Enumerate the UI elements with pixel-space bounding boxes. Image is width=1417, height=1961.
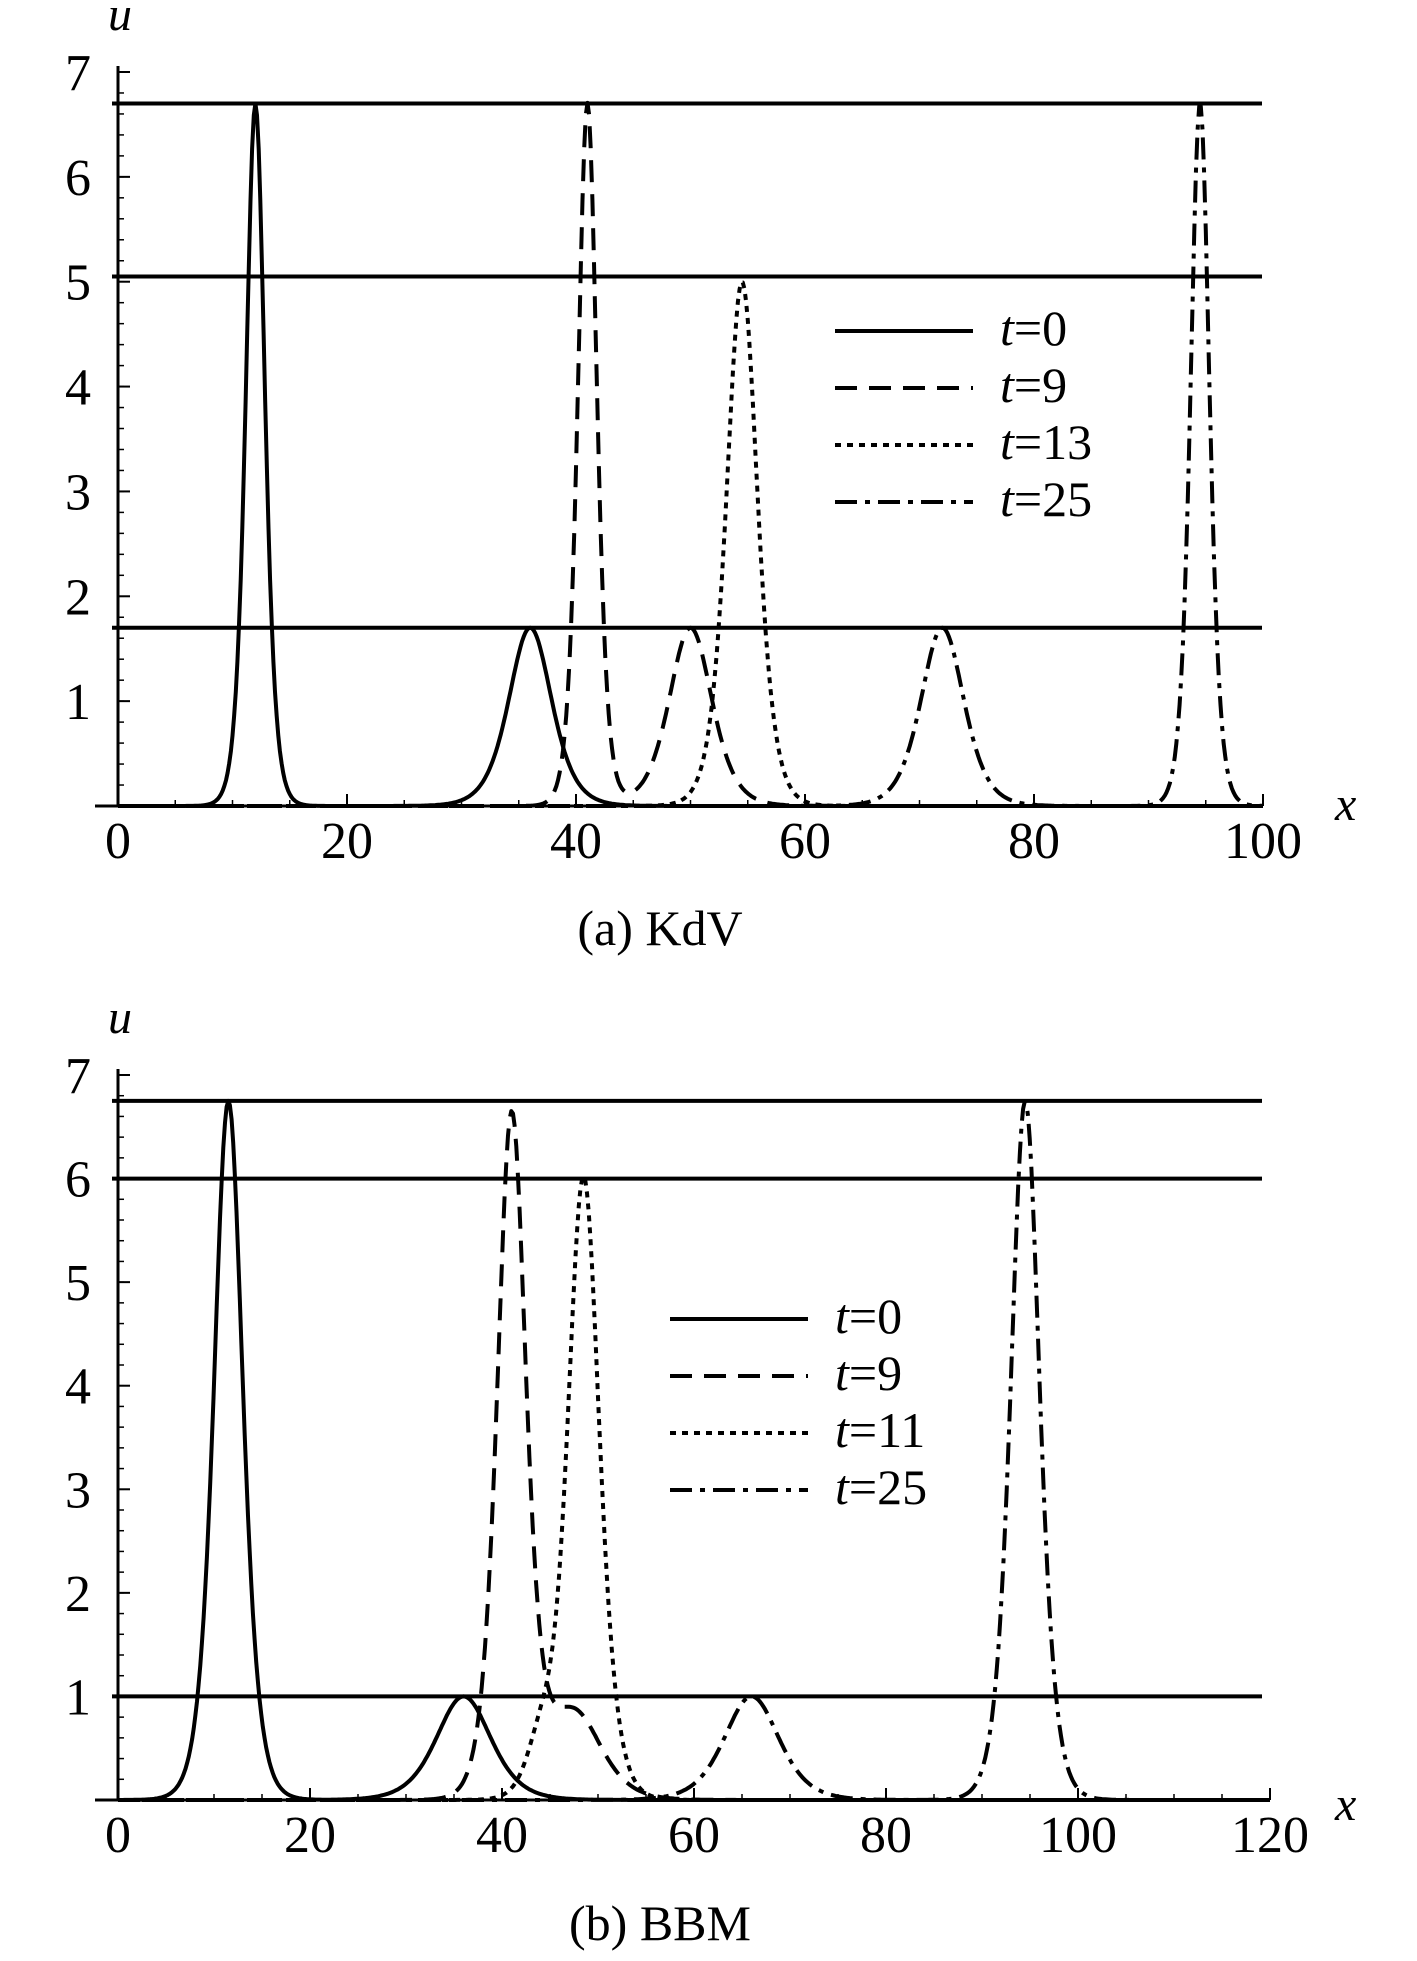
y-tick-label: 6: [65, 150, 91, 207]
legend-label: t=9: [835, 1345, 902, 1401]
ticks: 0 20 40 60 80 100 1 2 3 4 5 6 7: [65, 45, 1302, 870]
y-tick-label: 5: [65, 1255, 91, 1312]
reference-lines: [112, 1098, 1262, 1699]
y-tick-label: 7: [65, 1048, 91, 1105]
y-axis-label: u: [108, 991, 132, 1044]
legend: t=0t=9t=13t=25: [835, 300, 1092, 527]
y-tick-label: 1: [65, 1669, 91, 1726]
y-tick-label: 4: [65, 1359, 91, 1416]
x-tick-label: 80: [1008, 813, 1060, 870]
legend-label: t=25: [835, 1459, 927, 1515]
legend-label: t=13: [1000, 414, 1092, 470]
y-axis-label: u: [108, 0, 132, 41]
x-tick-label: 40: [476, 1807, 528, 1864]
x-tick-label: 0: [105, 813, 131, 870]
series-line: [117, 1174, 1271, 1802]
x-tick-label: 60: [668, 1807, 720, 1864]
x-axis-label: x: [1334, 1778, 1356, 1831]
y-tick-label: 1: [65, 674, 91, 731]
y-tick-label: 2: [65, 569, 91, 626]
y-tick-label: 2: [65, 1566, 91, 1623]
y-tick-label: 3: [65, 1462, 91, 1519]
ticks: 0 20 40 60 80 100 120 1 2 3 4 5 6 7: [65, 1048, 1309, 1864]
x-tick-label: 60: [779, 813, 831, 870]
y-tick-label: 4: [65, 360, 91, 417]
x-tick-label: 100: [1039, 1807, 1117, 1864]
legend-label: t=9: [1000, 357, 1067, 413]
legend-label: t=25: [1000, 471, 1092, 527]
legend: t=0t=9t=11t=25: [670, 1288, 927, 1515]
x-tick-label: 20: [321, 813, 373, 870]
y-tick-label: 5: [65, 255, 91, 312]
x-tick-label: 0: [105, 1807, 131, 1864]
legend-label: t=0: [1000, 300, 1067, 356]
axes: [95, 1069, 1270, 1802]
x-tick-label: 100: [1224, 813, 1302, 870]
x-tick-label: 120: [1231, 1807, 1309, 1864]
y-tick-label: 6: [65, 1152, 91, 1209]
x-axis-label: x: [1334, 778, 1356, 831]
panel-caption: (a) KdV: [577, 900, 742, 956]
x-tick-label: 80: [860, 1807, 912, 1864]
y-tick-label: 3: [65, 464, 91, 521]
series-line: [117, 280, 1264, 808]
legend-label: t=11: [835, 1402, 925, 1458]
x-tick-label: 40: [550, 813, 602, 870]
reference-lines: [112, 101, 1262, 630]
legend-label: t=0: [835, 1288, 902, 1344]
y-tick-label: 7: [65, 45, 91, 102]
x-tick-label: 20: [284, 1807, 336, 1864]
panel-caption: (b) BBM: [569, 1895, 751, 1951]
